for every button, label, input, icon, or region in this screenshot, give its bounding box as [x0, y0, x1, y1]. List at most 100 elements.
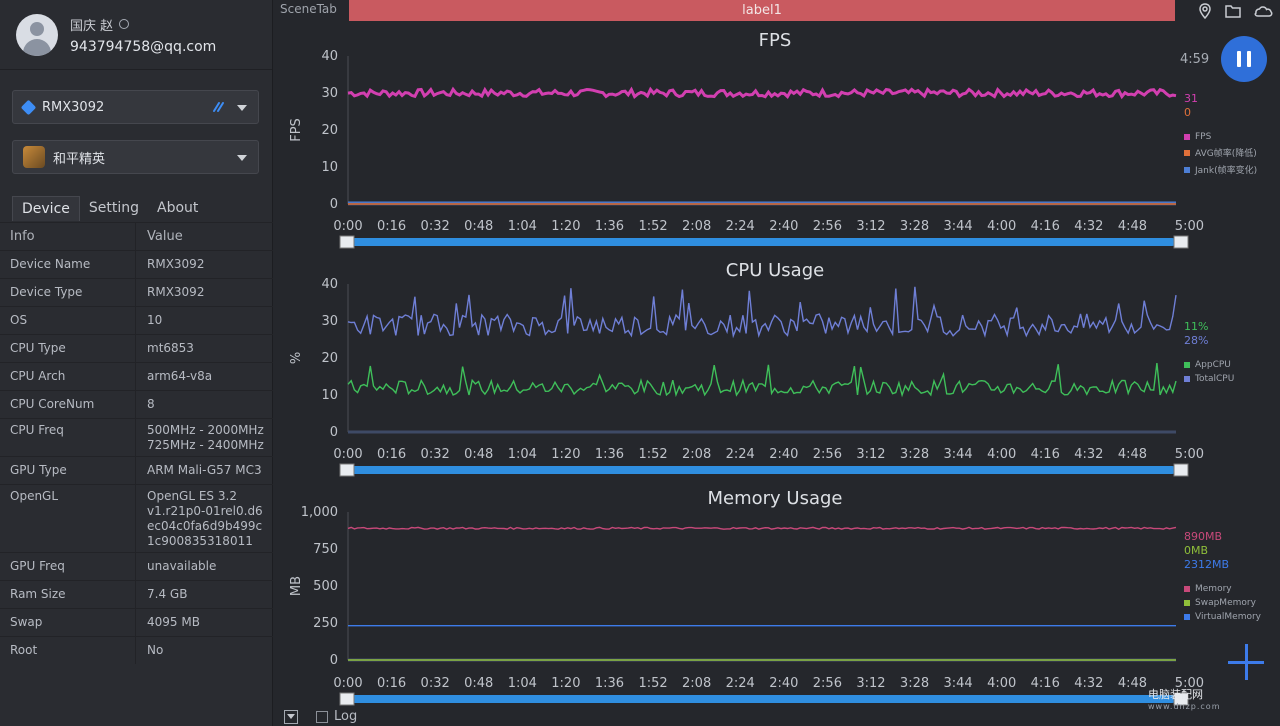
device-info-table: Info Value Device Name RMX3092 Device Type RM… [0, 222, 273, 664]
tab-setting[interactable]: Setting [88, 200, 140, 216]
info-table-row: Swap 4095 MB [0, 608, 273, 636]
legend-item[interactable]: Memory [1184, 584, 1261, 594]
info-key: Swap [0, 609, 136, 636]
legend-item[interactable]: AppCPU [1184, 360, 1234, 370]
legend-item[interactable]: VirtualMemory [1184, 612, 1261, 622]
x-tick-label: 0:48 [464, 676, 493, 691]
log-toggle-button[interactable] [284, 710, 298, 724]
add-icon[interactable] [1228, 644, 1264, 680]
chevron-down-icon[interactable] [237, 155, 247, 161]
x-tick-label: 3:28 [900, 676, 929, 691]
x-tick-label: 1:52 [638, 219, 667, 234]
slider-handle-left [339, 235, 355, 249]
x-tick-label: 3:28 [900, 447, 929, 462]
game-select[interactable]: 和平精英 [12, 140, 259, 174]
x-tick-label: 4:00 [987, 447, 1016, 462]
label-tab[interactable]: label1 [349, 0, 1175, 21]
avatar[interactable] [16, 13, 58, 56]
info-key: Root [0, 637, 136, 664]
info-key: Device Type [0, 279, 136, 306]
x-tick-label: 2:08 [682, 447, 711, 462]
tab-device[interactable]: Device [12, 196, 80, 221]
legend-swatch [1184, 149, 1190, 156]
scene-tab[interactable]: SceneTab [280, 2, 337, 16]
series-line [347, 286, 1177, 339]
fps-legend: 31 0 FPS AVG帧率(降低) Jank(帧率变化) [1184, 92, 1257, 176]
chevron-down-icon[interactable] [237, 105, 247, 111]
info-value: 10 [147, 313, 163, 327]
x-tick-label: 0:00 [333, 447, 362, 462]
fps-chart-title: FPS [758, 30, 792, 51]
legend-label: AVG帧率(降低) [1195, 149, 1257, 159]
memory-legend: 890MB 0MB 2312MB Memory SwapMemory VirtualMem… [1184, 530, 1261, 622]
device-select-value: RMX3092 [42, 99, 105, 115]
legend-item[interactable]: AVG帧率(降低) [1184, 146, 1257, 159]
pause-button[interactable] [1221, 36, 1267, 82]
legend-swatch [1184, 600, 1190, 606]
x-tick-label: 2:08 [682, 676, 711, 691]
folder-icon[interactable] [1224, 2, 1242, 20]
info-value: mt6853 [147, 341, 194, 355]
x-tick-label: 1:20 [551, 447, 580, 462]
memory-chart-title: Memory Usage [707, 488, 843, 509]
y-tick-label: 250 [313, 616, 338, 631]
info-key: CPU Arch [0, 363, 136, 390]
x-tick-label: 0:32 [421, 447, 450, 462]
x-tick-label: 3:12 [856, 676, 885, 691]
legend-label: SwapMemory [1195, 598, 1256, 608]
y-tick-label: 0 [330, 425, 338, 440]
y-tick-label: 40 [321, 277, 338, 292]
y-tick-label: 10 [321, 388, 338, 403]
x-tick-label: 4:16 [1031, 676, 1060, 691]
watermark-line1: 电脑装配网 [1148, 688, 1203, 701]
x-tick-label: 3:12 [856, 219, 885, 234]
legend-item[interactable]: TotalCPU [1184, 374, 1234, 384]
x-tick-label: 2:40 [769, 219, 798, 234]
legend-swatch [1184, 614, 1190, 620]
x-tick-label: 0:16 [377, 219, 406, 234]
cloud-icon[interactable] [1252, 2, 1274, 20]
info-key: CPU Freq [0, 419, 136, 456]
x-tick-label: 1:20 [551, 676, 580, 691]
x-tick-label: 3:44 [944, 447, 973, 462]
link-icon[interactable] [212, 101, 226, 113]
info-key: Device Name [0, 251, 136, 278]
user-name-row: 国庆 赵 [70, 15, 216, 34]
series-line [347, 363, 1177, 398]
tab-about[interactable]: About [157, 200, 199, 216]
x-tick-label: 0:16 [377, 447, 406, 462]
y-axis-label: FPS [289, 118, 304, 142]
y-tick-label: 30 [321, 314, 338, 329]
series-current-value: 11% [1184, 320, 1209, 333]
legend-swatch [1184, 362, 1190, 368]
slider-handle-left [339, 463, 355, 477]
sync-icon[interactable] [119, 19, 130, 29]
legend-item[interactable]: FPS [1184, 132, 1257, 142]
cpu-legend: 11% 28% AppCPU TotalCPU [1184, 320, 1234, 384]
slider-handle-right [1173, 235, 1189, 249]
log-checkbox[interactable] [316, 711, 328, 723]
legend-label: FPS [1195, 132, 1212, 142]
info-value: OpenGL ES 3.2 v1.r21p0-01rel0.d6 ec04c0f… [147, 489, 263, 548]
series-current-value: 0MB [1184, 544, 1209, 557]
x-tick-label: 5:00 [1175, 447, 1204, 462]
info-value: 500MHz - 2000MHz 725MHz - 2400MHz [147, 423, 264, 452]
y-axis-label: MB [289, 576, 304, 596]
y-tick-label: 10 [321, 160, 338, 175]
info-table-row: CPU Freq 500MHz - 2000MHz 725MHz - 2400MH… [0, 418, 273, 456]
x-tick-label: 1:36 [595, 676, 624, 691]
x-tick-label: 2:24 [726, 447, 755, 462]
x-tick-label: 0:16 [377, 676, 406, 691]
info-key: CPU CoreNum [0, 391, 136, 418]
device-select[interactable]: RMX3092 [12, 90, 259, 124]
x-tick-label: 1:04 [508, 447, 537, 462]
user-name: 国庆 赵 [70, 18, 114, 34]
legend-item[interactable]: Jank(帧率变化) [1184, 163, 1257, 176]
slider-handle-right [1173, 692, 1189, 706]
info-key: CPU Type [0, 335, 136, 362]
info-value: ARM Mali-G57 MC3 [147, 463, 262, 477]
legend-item[interactable]: SwapMemory [1184, 598, 1261, 608]
info-value: 4095 MB [147, 615, 200, 629]
x-tick-label: 4:32 [1074, 219, 1103, 234]
location-icon[interactable] [1196, 2, 1214, 20]
